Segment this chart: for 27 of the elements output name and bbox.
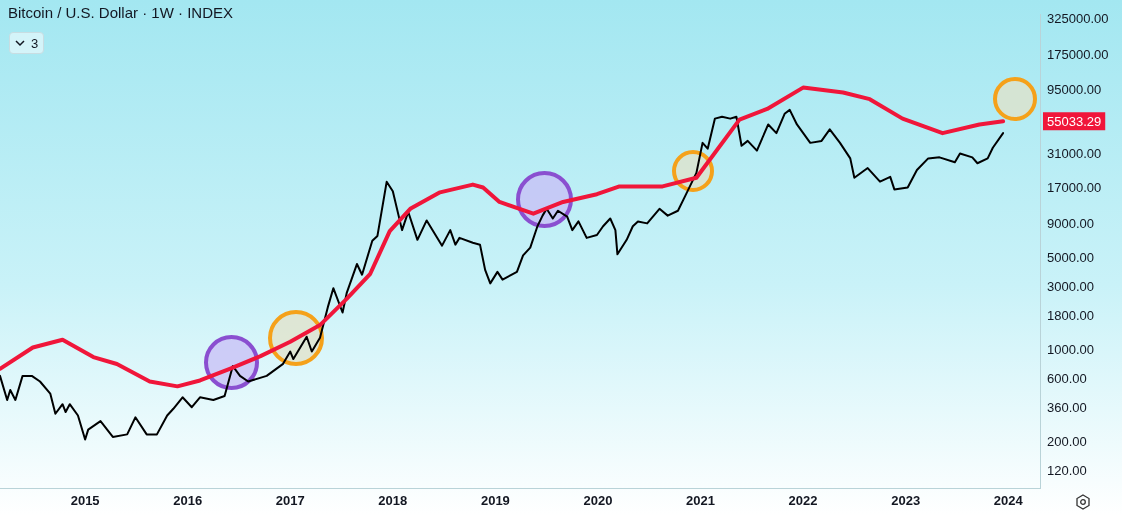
y-tick-label: 325000.00 bbox=[1047, 11, 1109, 27]
y-tick-label: 1800.00 bbox=[1047, 308, 1094, 324]
y-tick-label: 1000.00 bbox=[1047, 341, 1094, 357]
y-tick-label: 17000.00 bbox=[1047, 180, 1102, 196]
text: 55033.29 bbox=[1047, 113, 1102, 129]
x-tick-label: 2020 bbox=[583, 493, 613, 509]
chart-title: Bitcoin / U.S. Dollar · 1W · INDEX bbox=[8, 4, 234, 21]
y-tick-label: 3000.00 bbox=[1047, 279, 1094, 295]
y-tick-label: 175000.00 bbox=[1047, 46, 1109, 62]
x-tick-label: 2019 bbox=[480, 493, 510, 509]
x-tick-label: 2021 bbox=[686, 493, 715, 509]
x-tick-label: 2024 bbox=[993, 493, 1024, 509]
x-tick-label: 2015 bbox=[70, 493, 100, 509]
x-tick-label: 2018 bbox=[378, 493, 408, 509]
x-tick-label: 2016 bbox=[173, 493, 203, 509]
y-tick-label: 31000.00 bbox=[1047, 145, 1102, 161]
y-tick-label: 200.00 bbox=[1047, 433, 1087, 449]
y-tick-label: 95000.00 bbox=[1047, 81, 1102, 97]
x-tick-label: 2022 bbox=[788, 493, 818, 509]
annotation: 3 bbox=[31, 35, 39, 51]
y-tick-label: 360.00 bbox=[1047, 400, 1087, 416]
y-tick-label: 120.00 bbox=[1047, 463, 1087, 479]
x-tick-label: 2023 bbox=[891, 493, 921, 509]
x-tick-label: 2017 bbox=[275, 493, 305, 509]
y-tick-label: 5000.00 bbox=[1047, 249, 1094, 265]
y-tick-label: 600.00 bbox=[1047, 371, 1087, 387]
y-tick-label: 9000.00 bbox=[1047, 216, 1094, 232]
